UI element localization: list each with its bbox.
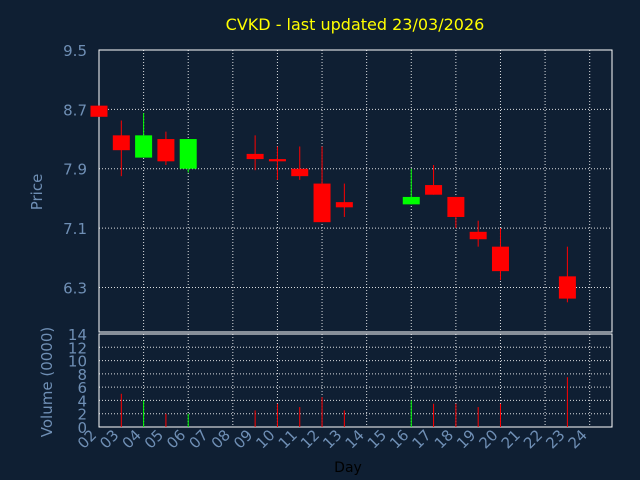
candle-04	[135, 113, 153, 158]
candle-body	[157, 139, 175, 162]
y-axis-label: Price	[28, 174, 46, 211]
volume-tick-label: 2	[77, 406, 87, 424]
candle-body	[268, 159, 286, 162]
candle-20	[491, 228, 509, 281]
price-grid	[99, 49, 612, 332]
candle-body	[558, 276, 576, 299]
x-axis-label: Day	[334, 460, 362, 476]
candle-body	[112, 135, 130, 151]
candle-10	[268, 146, 286, 180]
volume-tick-label: 10	[68, 353, 87, 371]
volume-tick-label: 12	[68, 339, 87, 357]
candle-body	[447, 196, 465, 217]
candle-body	[425, 185, 443, 195]
candle-16	[402, 168, 420, 205]
price-tick-label: 7.9	[63, 161, 87, 179]
chart-title: CVKD - last updated 23/03/2026	[226, 15, 485, 34]
volume-grid	[99, 333, 612, 428]
volume-tick-label: 4	[77, 392, 87, 410]
candle-body	[135, 135, 153, 158]
candle-09	[246, 135, 264, 171]
candle-body	[469, 231, 487, 240]
volume-plot-area	[98, 333, 613, 428]
volume-tick-label: 8	[77, 366, 87, 384]
price-tick-label: 8.7	[63, 101, 87, 119]
candle-body	[90, 105, 108, 117]
candle-body	[491, 246, 509, 272]
candle-02	[90, 105, 108, 117]
price-plot-area	[98, 49, 613, 333]
candle-03	[112, 120, 130, 177]
candles	[90, 105, 576, 303]
candle-body	[179, 139, 197, 169]
candle-body	[246, 153, 264, 160]
candle-06	[179, 139, 197, 173]
candle-05	[157, 131, 175, 166]
day-tick-labels: 0203040506070809101112131415161718192021…	[74, 426, 591, 452]
candle-body	[291, 168, 309, 177]
candle-18	[447, 196, 465, 229]
candle-body	[313, 183, 331, 223]
candle-body	[402, 196, 420, 205]
volume-tick-label: 14	[68, 326, 87, 344]
volume-tick-label: 0	[77, 419, 87, 437]
candle-11	[291, 146, 309, 180]
candle-body	[335, 202, 353, 208]
volume-axis-label: Volume (0000)	[38, 327, 56, 437]
candle-12	[313, 146, 331, 223]
price-tick-label: 9.5	[63, 42, 87, 60]
price-tick-label: 7.1	[63, 220, 87, 238]
candle-19	[469, 220, 487, 247]
price-tick-labels: 9.5 8.7 7.9 7.1 6.3	[63, 42, 87, 297]
candle-13	[335, 183, 353, 217]
price-panel: 9.5 8.7 7.9 7.1 6.3	[63, 42, 613, 333]
volume-tick-label: 6	[77, 379, 87, 397]
candle-23	[558, 246, 576, 303]
candle-17	[425, 165, 443, 195]
price-tick-label: 6.3	[63, 279, 87, 297]
volume-bars	[120, 377, 568, 427]
